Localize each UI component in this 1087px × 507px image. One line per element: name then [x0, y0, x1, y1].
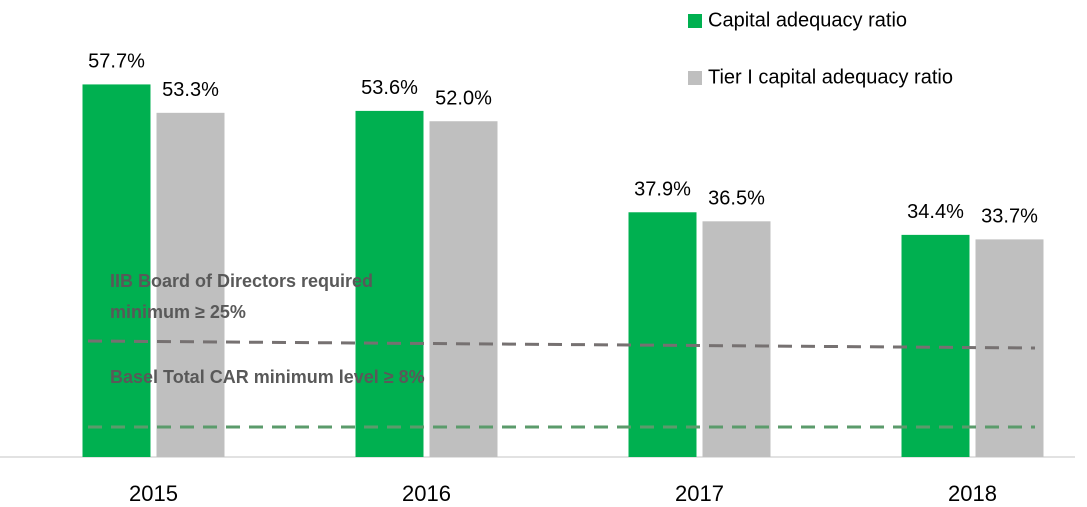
reference-line — [87, 339, 1036, 350]
overlay: 2015 57.7% 53.3% 2016 53.6% 52.0% 2017 37.9% 36.… — [88, 9, 1038, 506]
x-tick-label: 2018 — [948, 481, 997, 506]
value-label: 34.4% — [907, 201, 964, 223]
value-label: 57.7% — [88, 51, 145, 73]
annotation: minimum ≥ 25% — [110, 302, 246, 322]
bar — [355, 110, 424, 457]
value-label: 33.7% — [981, 206, 1038, 228]
bar — [82, 84, 151, 458]
bar — [429, 121, 498, 457]
x-tick-label: 2017 — [675, 481, 724, 506]
legend-label: Tier I capital adequacy ratio — [708, 66, 953, 88]
bar — [702, 221, 771, 457]
value-label: 36.5% — [708, 188, 765, 210]
annotation: IIB Board of Directors required — [110, 271, 373, 291]
bar — [628, 212, 697, 457]
bar — [901, 234, 970, 457]
bar — [156, 112, 225, 457]
value-label: 53.3% — [162, 79, 219, 101]
legend-swatch — [688, 71, 702, 85]
annotation: Basel Total CAR minimum level ≥ 8% — [110, 367, 425, 387]
value-label: 52.0% — [435, 88, 492, 110]
value-label: 53.6% — [361, 77, 418, 99]
legend-swatch — [688, 14, 702, 28]
value-label: 37.9% — [634, 179, 691, 201]
x-tick-label: 2016 — [402, 481, 451, 506]
x-tick-label: 2015 — [129, 481, 178, 506]
legend-label: Capital adequacy ratio — [708, 9, 907, 31]
